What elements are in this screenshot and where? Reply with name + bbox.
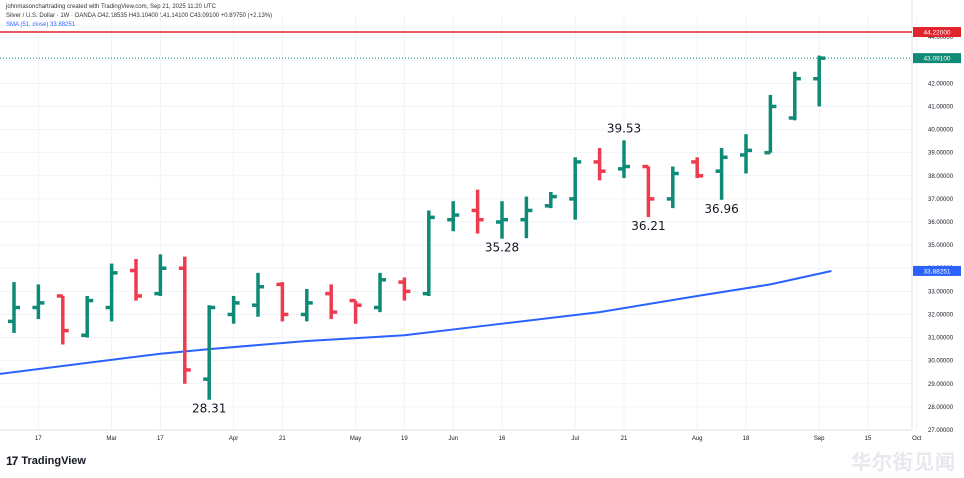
- x-tick-label: 19: [401, 436, 408, 442]
- x-tick-label: 17: [157, 436, 164, 442]
- y-tick-label: 37.00000: [928, 197, 954, 203]
- price-annotation: 28.31: [192, 402, 226, 416]
- tradingview-mark-icon: 17: [6, 454, 18, 468]
- chart-header: johnmasonchartrading created with Tradin…: [6, 3, 272, 30]
- x-tick-label: Jul: [571, 436, 579, 442]
- x-tick-label: May: [350, 436, 361, 442]
- ohlc-bar[interactable]: [593, 148, 606, 181]
- y-tick-label: 42.00000: [928, 81, 954, 87]
- ohlc-bar[interactable]: [276, 282, 289, 322]
- x-tick-label: Aug: [692, 436, 703, 442]
- header-author-line: johnmasonchartrading created with Tradin…: [6, 4, 216, 10]
- chart-footer: 17 TradingView 华尔街见闻: [0, 444, 964, 478]
- price-chart[interactable]: 27.00000 28.00000 29.00000 30.00000 31.00000…: [0, 0, 964, 444]
- ohlc-bar[interactable]: [398, 277, 411, 301]
- price-annotation: 36.21: [631, 219, 665, 233]
- x-tick-label: Apr: [229, 436, 238, 442]
- ohlc-bar[interactable]: [81, 295, 94, 338]
- x-tick-label: 18: [743, 436, 750, 442]
- x-tick-label: 21: [621, 436, 628, 442]
- y-tick-label: 41.00000: [928, 104, 954, 110]
- price-annotation: 35.28: [485, 241, 519, 255]
- y-tick-label: 33.00000: [928, 289, 954, 295]
- ohlc-bar[interactable]: [715, 148, 728, 200]
- ohlc-bar[interactable]: [740, 134, 752, 174]
- x-tick-label: 21: [279, 436, 286, 442]
- y-tick-label: 30.00000: [928, 359, 954, 365]
- ohlc-bar[interactable]: [154, 254, 167, 296]
- ohlc-bar[interactable]: [374, 272, 386, 313]
- ohlc-bar[interactable]: [56, 294, 69, 345]
- x-tick-label: Mar: [106, 436, 116, 442]
- ohlc-bar[interactable]: [642, 164, 655, 218]
- x-tick-label: 17: [35, 436, 42, 442]
- ohlc-bar[interactable]: [788, 71, 801, 121]
- watermark: 华尔街见闻: [851, 452, 956, 474]
- ohlc-bar[interactable]: [349, 298, 362, 324]
- ohlc-bar[interactable]: [496, 201, 508, 239]
- x-tick-label: 16: [499, 436, 506, 442]
- y-tick-label: 36.00000: [928, 220, 954, 226]
- header-indicator-line: SMA (51, close) 33.88251: [6, 22, 76, 28]
- ohlc-bar[interactable]: [105, 263, 118, 322]
- sma-price-label: 33.88251: [923, 268, 950, 275]
- sma-price-label-bg: [913, 265, 961, 276]
- y-tick-label: 27.00000: [928, 428, 954, 434]
- resistance-price-label-bg: [913, 27, 961, 38]
- x-tick-label: Oct: [912, 436, 922, 442]
- ohlc-bar[interactable]: [447, 201, 460, 232]
- ohlc-bar[interactable]: [8, 282, 20, 333]
- ohlc-bar[interactable]: [227, 295, 240, 324]
- y-tick-label: 40.00000: [928, 128, 954, 134]
- ohlc-bar[interactable]: [520, 196, 533, 239]
- ohlc-bar[interactable]: [130, 258, 142, 301]
- ohlc-bar[interactable]: [422, 210, 435, 296]
- y-tick-label: 38.00000: [928, 174, 954, 180]
- ohlc-bar[interactable]: [544, 191, 557, 209]
- x-tick-label: Jun: [448, 436, 458, 442]
- header-symbol-line: Silver / U.S. Dollar · 1W · OANDA O42.18…: [6, 13, 273, 19]
- sma-line: [0, 270, 832, 375]
- ohlc-bar[interactable]: [618, 140, 630, 179]
- ohlc-bar[interactable]: [325, 284, 338, 320]
- ohlc-bar[interactable]: [691, 157, 704, 179]
- y-tick-label: 32.00000: [928, 312, 954, 318]
- x-tick-label: Sep: [814, 436, 825, 442]
- resistance-price-label: 44.22000: [923, 30, 950, 37]
- ohlc-bar[interactable]: [666, 166, 679, 209]
- last-price-label: 43.09100: [923, 56, 950, 63]
- y-tick-label: 31.00000: [928, 336, 954, 342]
- price-annotation: 39.53: [607, 121, 641, 135]
- price-annotation: 36.96: [704, 202, 738, 216]
- ohlc-bar[interactable]: [569, 157, 582, 220]
- y-tick-label: 28.00000: [928, 405, 954, 411]
- x-tick-label: 15: [865, 436, 872, 442]
- ohlc-bar[interactable]: [813, 55, 826, 107]
- ohlc-bar[interactable]: [764, 94, 777, 155]
- last-price-label-bg: [913, 53, 961, 64]
- y-tick-label: 29.00000: [928, 382, 954, 388]
- y-tick-label: 35.00000: [928, 243, 954, 249]
- y-tick-label: 44.00000: [928, 35, 954, 41]
- ohlc-bar[interactable]: [32, 284, 45, 320]
- ohlc-bar[interactable]: [471, 189, 484, 234]
- tradingview-logo-text: TradingView: [21, 455, 86, 467]
- ohlc-bar[interactable]: [178, 256, 191, 384]
- y-tick-label: 39.00000: [928, 151, 954, 157]
- ohlc-bar[interactable]: [203, 305, 216, 400]
- ohlc-bar[interactable]: [252, 272, 264, 317]
- ohlc-bar[interactable]: [300, 289, 313, 322]
- tradingview-logo[interactable]: 17 TradingView: [6, 454, 86, 468]
